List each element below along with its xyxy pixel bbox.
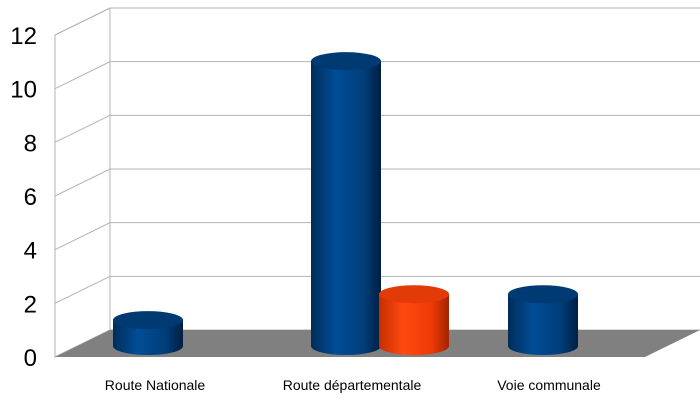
bar bbox=[508, 285, 578, 355]
y-tick-label: 4 bbox=[24, 238, 37, 265]
y-axis-tick-labels: 0 2 4 6 8 10 12 bbox=[10, 23, 37, 372]
gridline bbox=[54, 114, 700, 143]
y-tick-label: 6 bbox=[24, 184, 37, 211]
bar bbox=[113, 311, 183, 355]
gridline bbox=[54, 7, 700, 36]
gridline bbox=[54, 222, 700, 251]
x-axis-tick-labels: Route Nationale Route départementale Voie … bbox=[105, 377, 601, 393]
gridline bbox=[54, 168, 700, 197]
x-tick-label: Voie communale bbox=[497, 377, 601, 393]
x-tick-label: Route Nationale bbox=[105, 377, 206, 393]
x-tick-label: Route départementale bbox=[283, 377, 422, 393]
y-tick-label: 0 bbox=[24, 345, 37, 372]
y-tick-label: 12 bbox=[10, 23, 37, 50]
y-tick-label: 10 bbox=[10, 77, 37, 104]
y-tick-label: 8 bbox=[24, 130, 37, 157]
bar bbox=[379, 285, 449, 355]
bars bbox=[113, 52, 578, 356]
bar bbox=[311, 52, 381, 356]
y-tick-label: 2 bbox=[24, 291, 37, 318]
gridline bbox=[54, 61, 700, 90]
gridline bbox=[54, 275, 700, 304]
